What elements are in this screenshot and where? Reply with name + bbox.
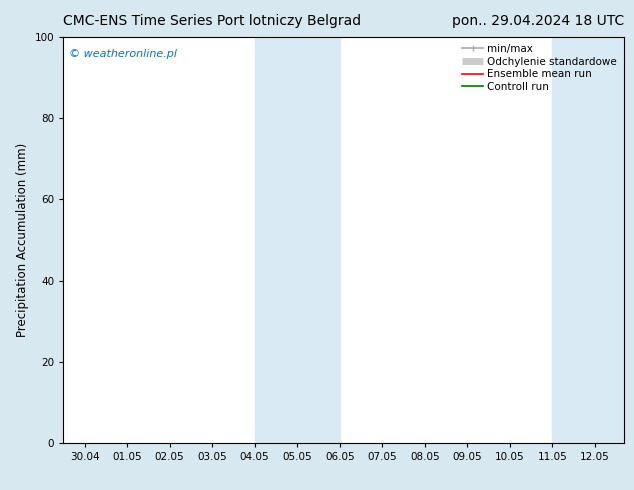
Bar [552, 37, 624, 443]
Text: © weatheronline.pl: © weatheronline.pl [69, 49, 177, 59]
Text: CMC-ENS Time Series Port lotniczy Belgrad: CMC-ENS Time Series Port lotniczy Belgra… [63, 14, 361, 28]
Legend: min/max, Odchylenie standardowe, Ensemble mean run, Controll run: min/max, Odchylenie standardowe, Ensembl… [460, 42, 619, 94]
Bar [255, 37, 340, 443]
Y-axis label: Precipitation Accumulation (mm): Precipitation Accumulation (mm) [16, 143, 29, 337]
Text: pon.. 29.04.2024 18 UTC: pon.. 29.04.2024 18 UTC [452, 14, 624, 28]
